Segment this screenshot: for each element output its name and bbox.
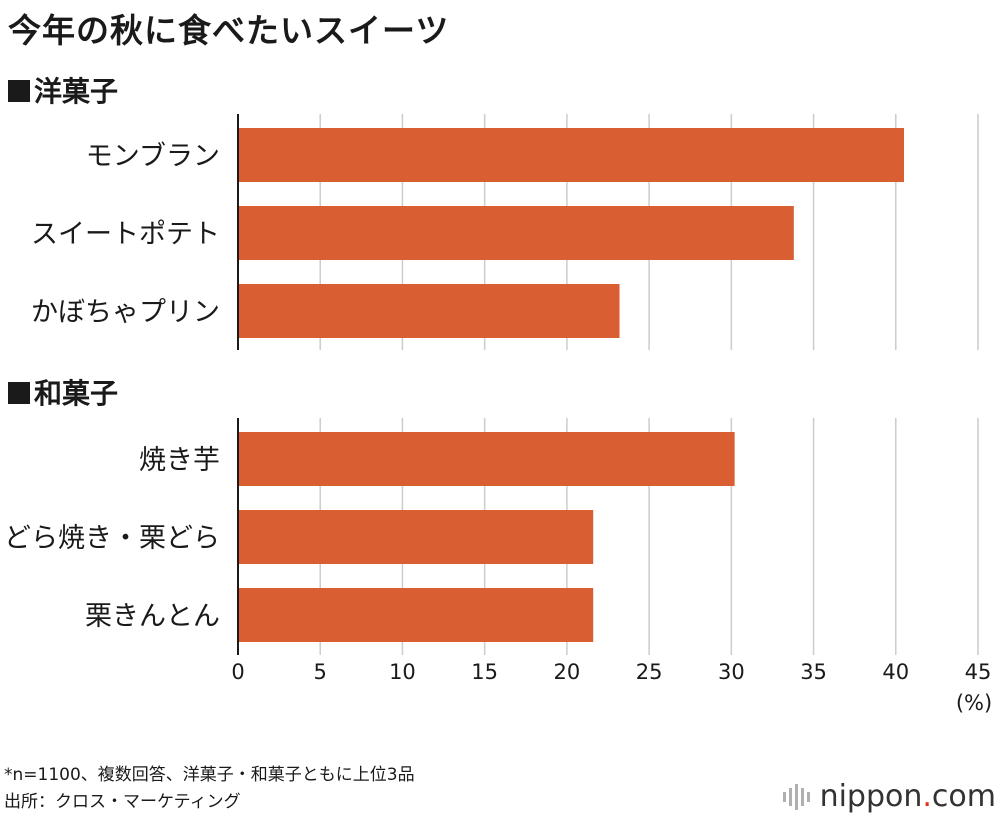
- bar: [238, 432, 735, 486]
- section-heading-western: 洋菓子: [8, 70, 118, 110]
- sound-bars-icon: [782, 783, 810, 810]
- tick-label: 35: [800, 660, 827, 684]
- tick-label: 0: [231, 660, 244, 684]
- tick-label: 15: [471, 660, 498, 684]
- chart-title: 今年の秋に食べたいスイーツ: [8, 11, 450, 50]
- footnote-sample: *n=1100、複数回答、洋菓子・和菓子ともに上位3品: [4, 765, 415, 785]
- square-bullet-icon: [8, 80, 30, 102]
- bar: [238, 284, 620, 338]
- footnote-source: 出所：クロス・マーケティング: [4, 792, 241, 812]
- logo-tld: com: [931, 779, 996, 814]
- section-label: 洋菓子: [34, 75, 119, 108]
- tick-label: 40: [882, 660, 909, 684]
- tick-label: 5: [314, 660, 327, 684]
- tick-label: 30: [718, 660, 745, 684]
- category-label: どら焼き・栗どら: [4, 523, 220, 554]
- bar: [238, 588, 594, 642]
- category-label: モンブラン: [86, 141, 220, 172]
- section-heading-japanese: 和菓子: [8, 372, 118, 412]
- tick-label: 10: [389, 660, 416, 684]
- category-label: 焼き芋: [139, 445, 220, 476]
- tick-label: 45: [965, 660, 992, 684]
- category-label: 栗きんとん: [85, 601, 220, 632]
- bar: [238, 206, 794, 260]
- category-label: スイートポテト: [31, 219, 220, 250]
- bar: [238, 128, 904, 182]
- tick-label: 25: [636, 660, 663, 684]
- nippon-logo: nippon. com: [782, 779, 996, 814]
- square-bullet-icon: [8, 382, 30, 404]
- unit-label: (%): [956, 691, 992, 715]
- section-label: 和菓子: [34, 377, 119, 410]
- category-label: かぼちゃプリン: [31, 297, 220, 328]
- bar: [238, 510, 594, 564]
- logo-dot: .: [922, 779, 932, 814]
- tick-label: 20: [554, 660, 581, 684]
- logo-name: nippon: [819, 779, 923, 814]
